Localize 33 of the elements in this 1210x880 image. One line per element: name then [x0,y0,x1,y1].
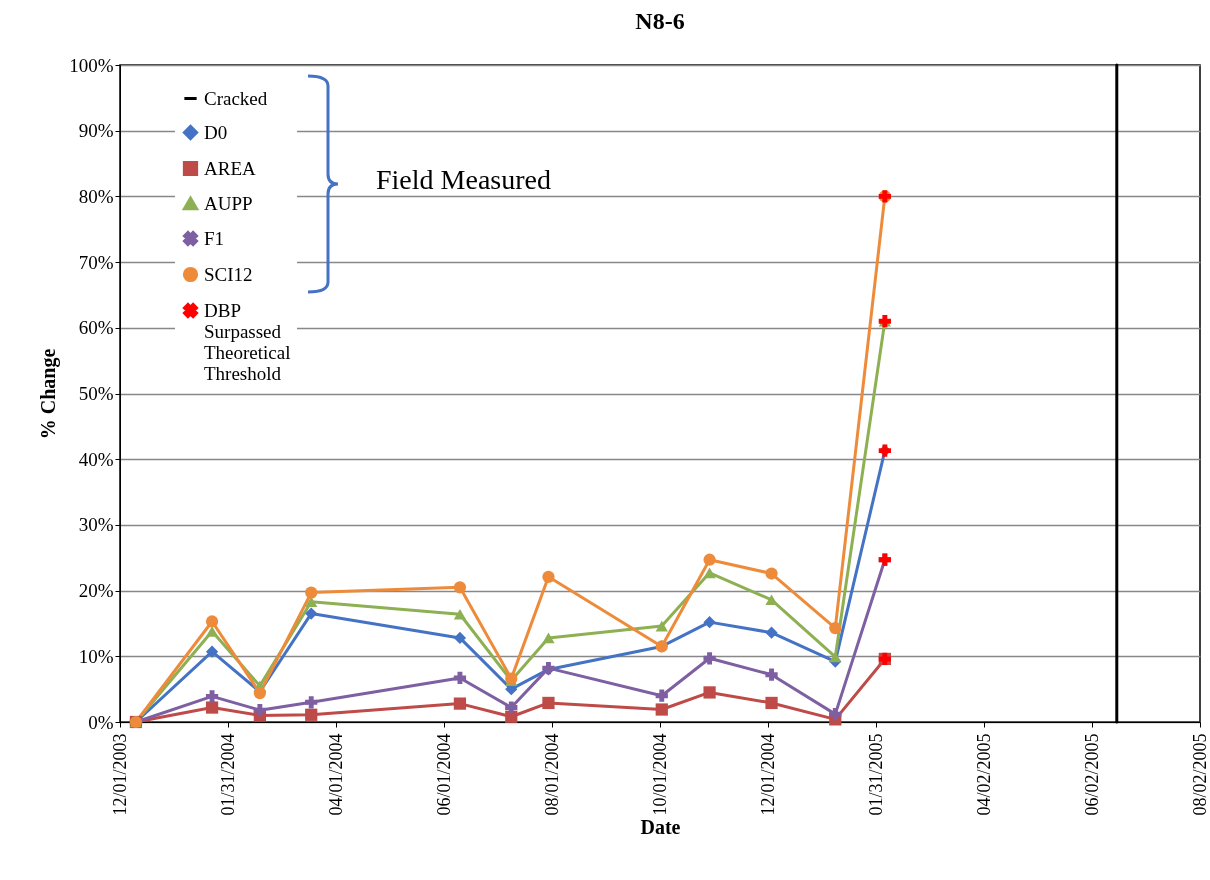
legend-label: D0 [204,121,228,143]
x-tick-label: 12/01/2003 [109,733,130,816]
y-tick-label: 70% [78,251,114,273]
legend-label: DBP Surpassed Theoretical Threshold [204,299,291,384]
legend-label: F1 [204,227,225,249]
x-tick-label: 12/01/2004 [757,733,778,816]
y-tick-label: 40% [78,448,114,470]
x-tick-label: 01/31/2004 [217,733,238,816]
x-axis-title: Date [640,815,681,838]
x-tick-label: 10/01/2004 [649,733,670,816]
x-tick-label: 04/01/2004 [325,733,346,816]
x-tick-label: 04/02/2005 [973,733,994,816]
x-tick-label: 08/01/2004 [541,733,562,816]
legend-label: SCI12 [204,263,253,285]
y-tick-label: 90% [78,120,114,142]
legend-label: Cracked [204,87,268,109]
y-tick-label: 20% [78,580,114,602]
x-tick-label: 06/02/2005 [1081,733,1102,816]
y-tick-label: 80% [78,185,114,207]
chart-title: N8-6 [635,8,685,34]
y-tick-label: 30% [78,514,114,536]
legend-label: AREA [204,157,256,179]
y-tick-label: 0% [88,711,114,733]
y-tick-label: 10% [78,645,114,667]
annotation: Field Measured [376,164,551,195]
y-tick-label: 60% [78,317,114,339]
y-tick-label: 50% [78,383,114,404]
y-tick-label: 100% [69,54,114,76]
x-tick-label: 01/31/2005 [865,733,886,816]
legend-label: AUPP [204,192,253,214]
y-axis-title: % Change [37,348,61,440]
x-tick-label: 06/01/2004 [433,733,454,816]
x-tick-label: 08/02/2005 [1189,733,1210,816]
